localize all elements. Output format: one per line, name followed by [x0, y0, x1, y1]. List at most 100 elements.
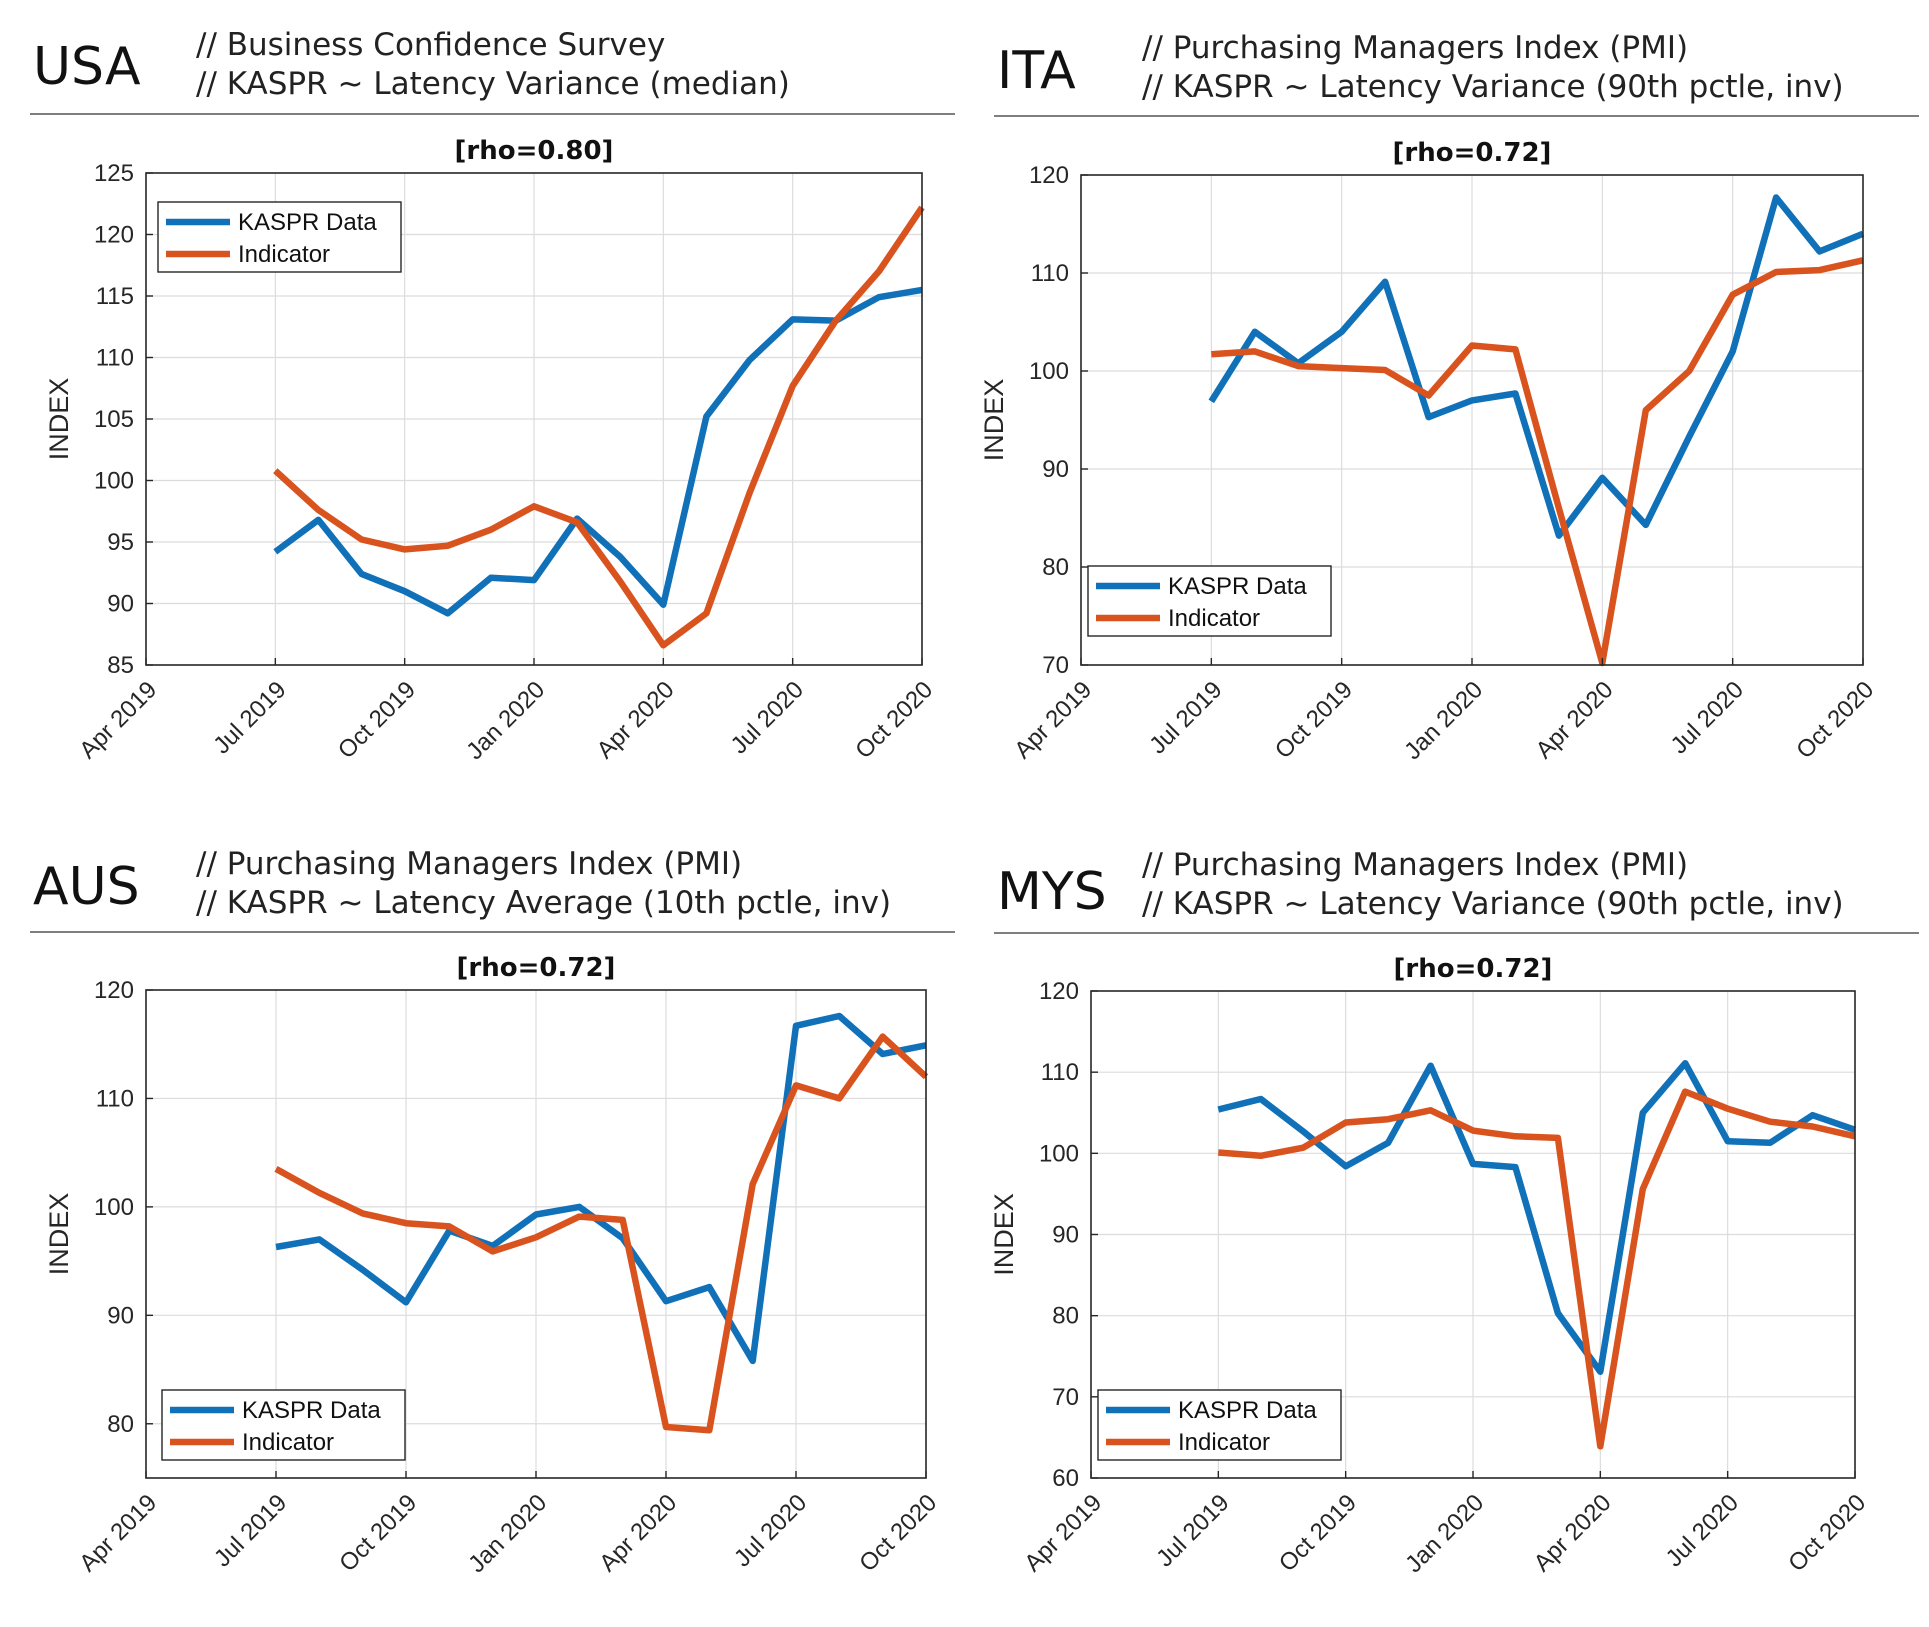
y-tick-label: 110 [96, 1085, 134, 1112]
y-tick-label: 90 [1042, 456, 1069, 483]
y-tick-label: 90 [107, 591, 134, 618]
y-axis-label: INDEX [44, 1193, 74, 1276]
x-tick-label: Oct 2020 [850, 676, 938, 764]
legend-label-indicator: Indicator [1178, 1429, 1270, 1456]
x-tick-label: Oct 2019 [1270, 676, 1358, 764]
legend-label-kaspr: KASPR Data [1168, 573, 1307, 600]
x-tick-label: Jul 2020 [726, 676, 809, 759]
y-tick-label: 120 [1039, 978, 1079, 1005]
y-tick-label: 100 [94, 1194, 134, 1221]
x-tick-label: Jul 2020 [1661, 1489, 1744, 1572]
x-tick-label: Oct 2019 [334, 1489, 422, 1577]
chart-panel-ita: ITA // Purchasing Managers Index (PMI)// … [964, 0, 1928, 813]
y-tick-label: 120 [94, 977, 134, 1004]
x-tick-label: Apr 2020 [1529, 1489, 1617, 1577]
chart-panel-aus: AUS // Purchasing Managers Index (PMI)// … [0, 813, 964, 1626]
x-tick-label: Apr 2019 [74, 676, 162, 764]
x-tick-label: Jan 2020 [1399, 676, 1488, 765]
indicator-line [1211, 257, 1864, 667]
y-tick-label: 60 [1052, 1465, 1079, 1492]
x-tick-label: Jul 2019 [1144, 676, 1227, 759]
x-tick-label: Jul 2020 [1666, 676, 1749, 759]
indicator-description: // Purchasing Managers Index (PMI) [1142, 30, 1688, 66]
legend-label-kaspr: KASPR Data [1178, 1397, 1317, 1424]
y-tick-label: 100 [1029, 358, 1069, 385]
kaspr-description: // KASPR ~ Latency Variance (median) [196, 66, 790, 102]
legend-box [157, 201, 402, 273]
indicator-line [1218, 1088, 1856, 1450]
x-tick-label: Apr 2019 [74, 1489, 162, 1577]
legend: KASPR Data Indicator [1097, 1389, 1342, 1461]
kaspr-data-line [1217, 1059, 1857, 1375]
x-tick-label: Oct 2020 [854, 1489, 942, 1577]
kaspr-description: // KASPR ~ Latency Average (10th pctle, … [196, 885, 891, 921]
x-tick-label: Oct 2019 [1274, 1489, 1362, 1577]
y-tick-label: 90 [1052, 1222, 1079, 1249]
legend-box [161, 1389, 406, 1461]
chart-aus: AUS // Purchasing Managers Index (PMI)// … [30, 846, 955, 1578]
kaspr-description: // KASPR ~ Latency Variance (90th pctle,… [1142, 69, 1844, 105]
y-tick-label: 120 [1029, 162, 1069, 189]
country-label: ITA [997, 41, 1076, 101]
country-label: USA [33, 37, 141, 97]
country-label: AUS [33, 857, 140, 917]
legend-label-indicator: Indicator [242, 1429, 334, 1456]
y-tick-label: 85 [107, 652, 134, 679]
y-axis-label: INDEX [989, 1193, 1019, 1276]
chart-panel-usa: USA // Business Confidence Survey// KASPR… [0, 0, 964, 813]
y-tick-label: 125 [94, 160, 134, 187]
kaspr-data-line [1208, 194, 1865, 539]
y-tick-label: 110 [96, 345, 134, 372]
y-tick-label: 70 [1042, 652, 1069, 679]
legend-label-kaspr: KASPR Data [238, 209, 377, 236]
legend-label-kaspr: KASPR Data [242, 1397, 381, 1424]
legend: KASPR Data Indicator [157, 201, 402, 273]
x-tick-label: Oct 2019 [333, 676, 421, 764]
y-tick-label: 80 [1042, 554, 1069, 581]
x-tick-label: Jan 2020 [463, 1489, 552, 1578]
x-tick-label: Apr 2020 [1531, 676, 1619, 764]
indicator-description: // Purchasing Managers Index (PMI) [196, 846, 742, 882]
chart-ita: ITA // Purchasing Managers Index (PMI)// … [979, 30, 1919, 765]
indicator-description: // Purchasing Managers Index (PMI) [1142, 847, 1688, 883]
y-tick-label: 110 [1041, 1059, 1079, 1086]
legend-label-indicator: Indicator [1168, 605, 1260, 632]
chart-title: [rho=0.72] [1394, 954, 1553, 984]
x-tick-label: Apr 2020 [592, 676, 680, 764]
grid-lines [146, 173, 922, 665]
x-tick-label: Jan 2020 [461, 676, 550, 765]
x-tick-label: Jul 2019 [1151, 1489, 1234, 1572]
x-tick-label: Jul 2020 [729, 1489, 812, 1572]
chart-title: [rho=0.72] [457, 953, 616, 983]
chart-title: [rho=0.80] [455, 136, 614, 166]
y-tick-label: 80 [1052, 1303, 1079, 1330]
indicator-line [274, 1033, 929, 1434]
y-axis-label: INDEX [979, 379, 1009, 462]
chart-usa: USA // Business Confidence Survey// KASPR… [30, 27, 955, 765]
y-tick-label: 110 [1031, 260, 1069, 287]
legend-box [1087, 565, 1332, 637]
x-tick-label: Apr 2019 [1009, 676, 1097, 764]
x-tick-label: Jul 2019 [209, 1489, 292, 1572]
grid-lines [1081, 175, 1863, 665]
x-tick-label: Oct 2020 [1791, 676, 1879, 764]
kaspr-description: // KASPR ~ Latency Variance (90th pctle,… [1142, 886, 1844, 922]
y-tick-label: 105 [94, 406, 134, 433]
x-tick-label: Jan 2020 [1400, 1489, 1489, 1578]
country-label: MYS [997, 862, 1107, 922]
y-axis-label: INDEX [44, 378, 74, 461]
chart-mys: MYS // Purchasing Managers Index (PMI)// … [989, 847, 1919, 1578]
y-tick-label: 100 [94, 468, 134, 495]
x-tick-label: Apr 2020 [594, 1489, 682, 1577]
legend-box [1097, 1389, 1342, 1461]
y-tick-label: 95 [107, 529, 134, 556]
y-tick-label: 80 [107, 1411, 134, 1438]
chart-title: [rho=0.72] [1393, 138, 1552, 168]
x-tick-label: Oct 2020 [1783, 1489, 1871, 1577]
y-tick-label: 120 [94, 222, 134, 249]
legend: KASPR Data Indicator [1087, 565, 1332, 637]
legend: KASPR Data Indicator [161, 1389, 406, 1461]
indicator-line [273, 205, 925, 649]
legend-label-indicator: Indicator [238, 241, 330, 268]
y-tick-label: 115 [96, 283, 134, 310]
